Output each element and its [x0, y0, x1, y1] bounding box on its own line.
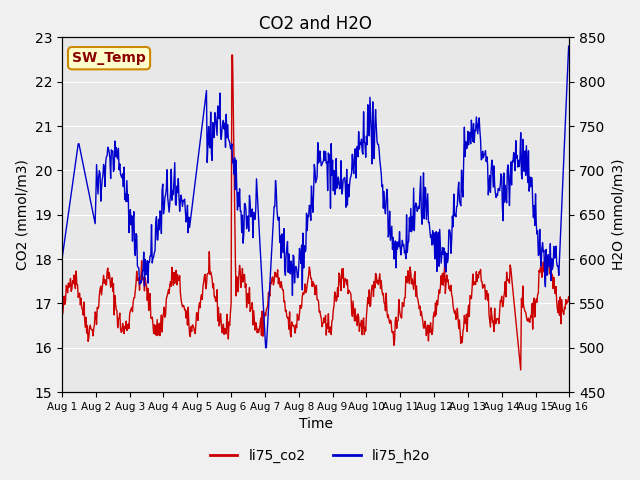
Y-axis label: H2O (mmol/m3): H2O (mmol/m3) [611, 159, 625, 270]
X-axis label: Time: Time [299, 418, 333, 432]
Legend: li75_co2, li75_h2o: li75_co2, li75_h2o [204, 443, 436, 468]
Y-axis label: CO2 (mmol/m3): CO2 (mmol/m3) [15, 159, 29, 270]
Title: CO2 and H2O: CO2 and H2O [259, 15, 372, 33]
Text: SW_Temp: SW_Temp [72, 51, 146, 65]
